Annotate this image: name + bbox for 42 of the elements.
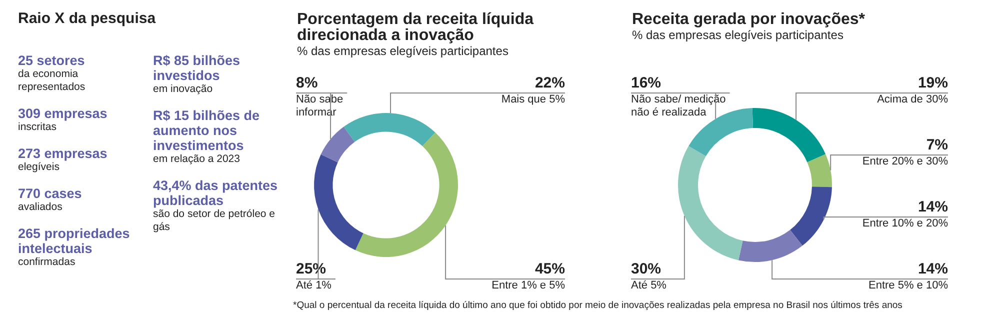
text: 265 propriedades intelectuais <box>18 226 131 256</box>
slice-label: Entre 1% e 5% <box>492 280 566 292</box>
text: inscritas <box>18 121 58 134</box>
text: 770 cases <box>18 186 83 201</box>
data-label: 19% <box>918 74 948 92</box>
text: 273 empresas <box>18 146 108 161</box>
text: são do setor de petróleo e gás <box>153 208 276 234</box>
slice-label: Até 1% <box>296 280 332 292</box>
text: confirmadas <box>18 256 76 269</box>
data-label: 45% <box>534 260 565 278</box>
slice-label: Até 5% <box>631 280 667 292</box>
slice-label: Entre 20% e 30% <box>862 156 948 168</box>
text: elegíveis <box>18 161 60 174</box>
data-label: 30% <box>631 260 662 278</box>
text: Raio X da pesquisa <box>18 10 157 27</box>
text: R$ 85 bilhões investidos <box>153 53 242 83</box>
text: *Qual o percentual da receita líquida do último ano que foi obtido por meio de inovações realizadas pela empresa no Brasil nos últimos três anos <box>293 300 904 311</box>
text: 309 empresas <box>18 106 108 121</box>
chart-title: Porcentagem da receita líquida direcionada a inovação <box>297 11 535 44</box>
text: R$ 15 bilhões de aumento nos investimentos <box>153 108 261 153</box>
slice-label: Entre 5% e 10% <box>868 280 948 292</box>
data-label: 7% <box>926 136 948 154</box>
data-label: 22% <box>534 74 565 92</box>
data-label: 14% <box>918 198 948 216</box>
text: 43,4% das patentes publicadas <box>153 178 279 208</box>
text: avaliados <box>18 201 64 214</box>
text: em relação a 2023 <box>153 153 241 166</box>
chart-subtitle: % das empresas elegíveis participantes <box>297 44 510 58</box>
chart-subtitle: % das empresas elegíveis participantes <box>632 28 844 42</box>
slice-label: Mais que 5% <box>501 94 566 106</box>
slice-label: Entre 10% e 20% <box>862 218 948 230</box>
slice-label: Não sabe informar <box>296 94 344 119</box>
text: 25 setores <box>18 53 86 68</box>
data-label: 8% <box>296 74 318 92</box>
slice-label: Não sabe/ medição não é realizada <box>631 94 726 119</box>
text: da economia representados <box>18 68 86 94</box>
data-label: 14% <box>918 260 948 278</box>
data-label: 25% <box>296 260 326 278</box>
slice-label: Acima de 30% <box>877 94 948 106</box>
chart-title: Receita gerada por inovações* <box>632 11 866 28</box>
data-label: 16% <box>631 74 662 92</box>
text: em inovação <box>153 83 214 96</box>
